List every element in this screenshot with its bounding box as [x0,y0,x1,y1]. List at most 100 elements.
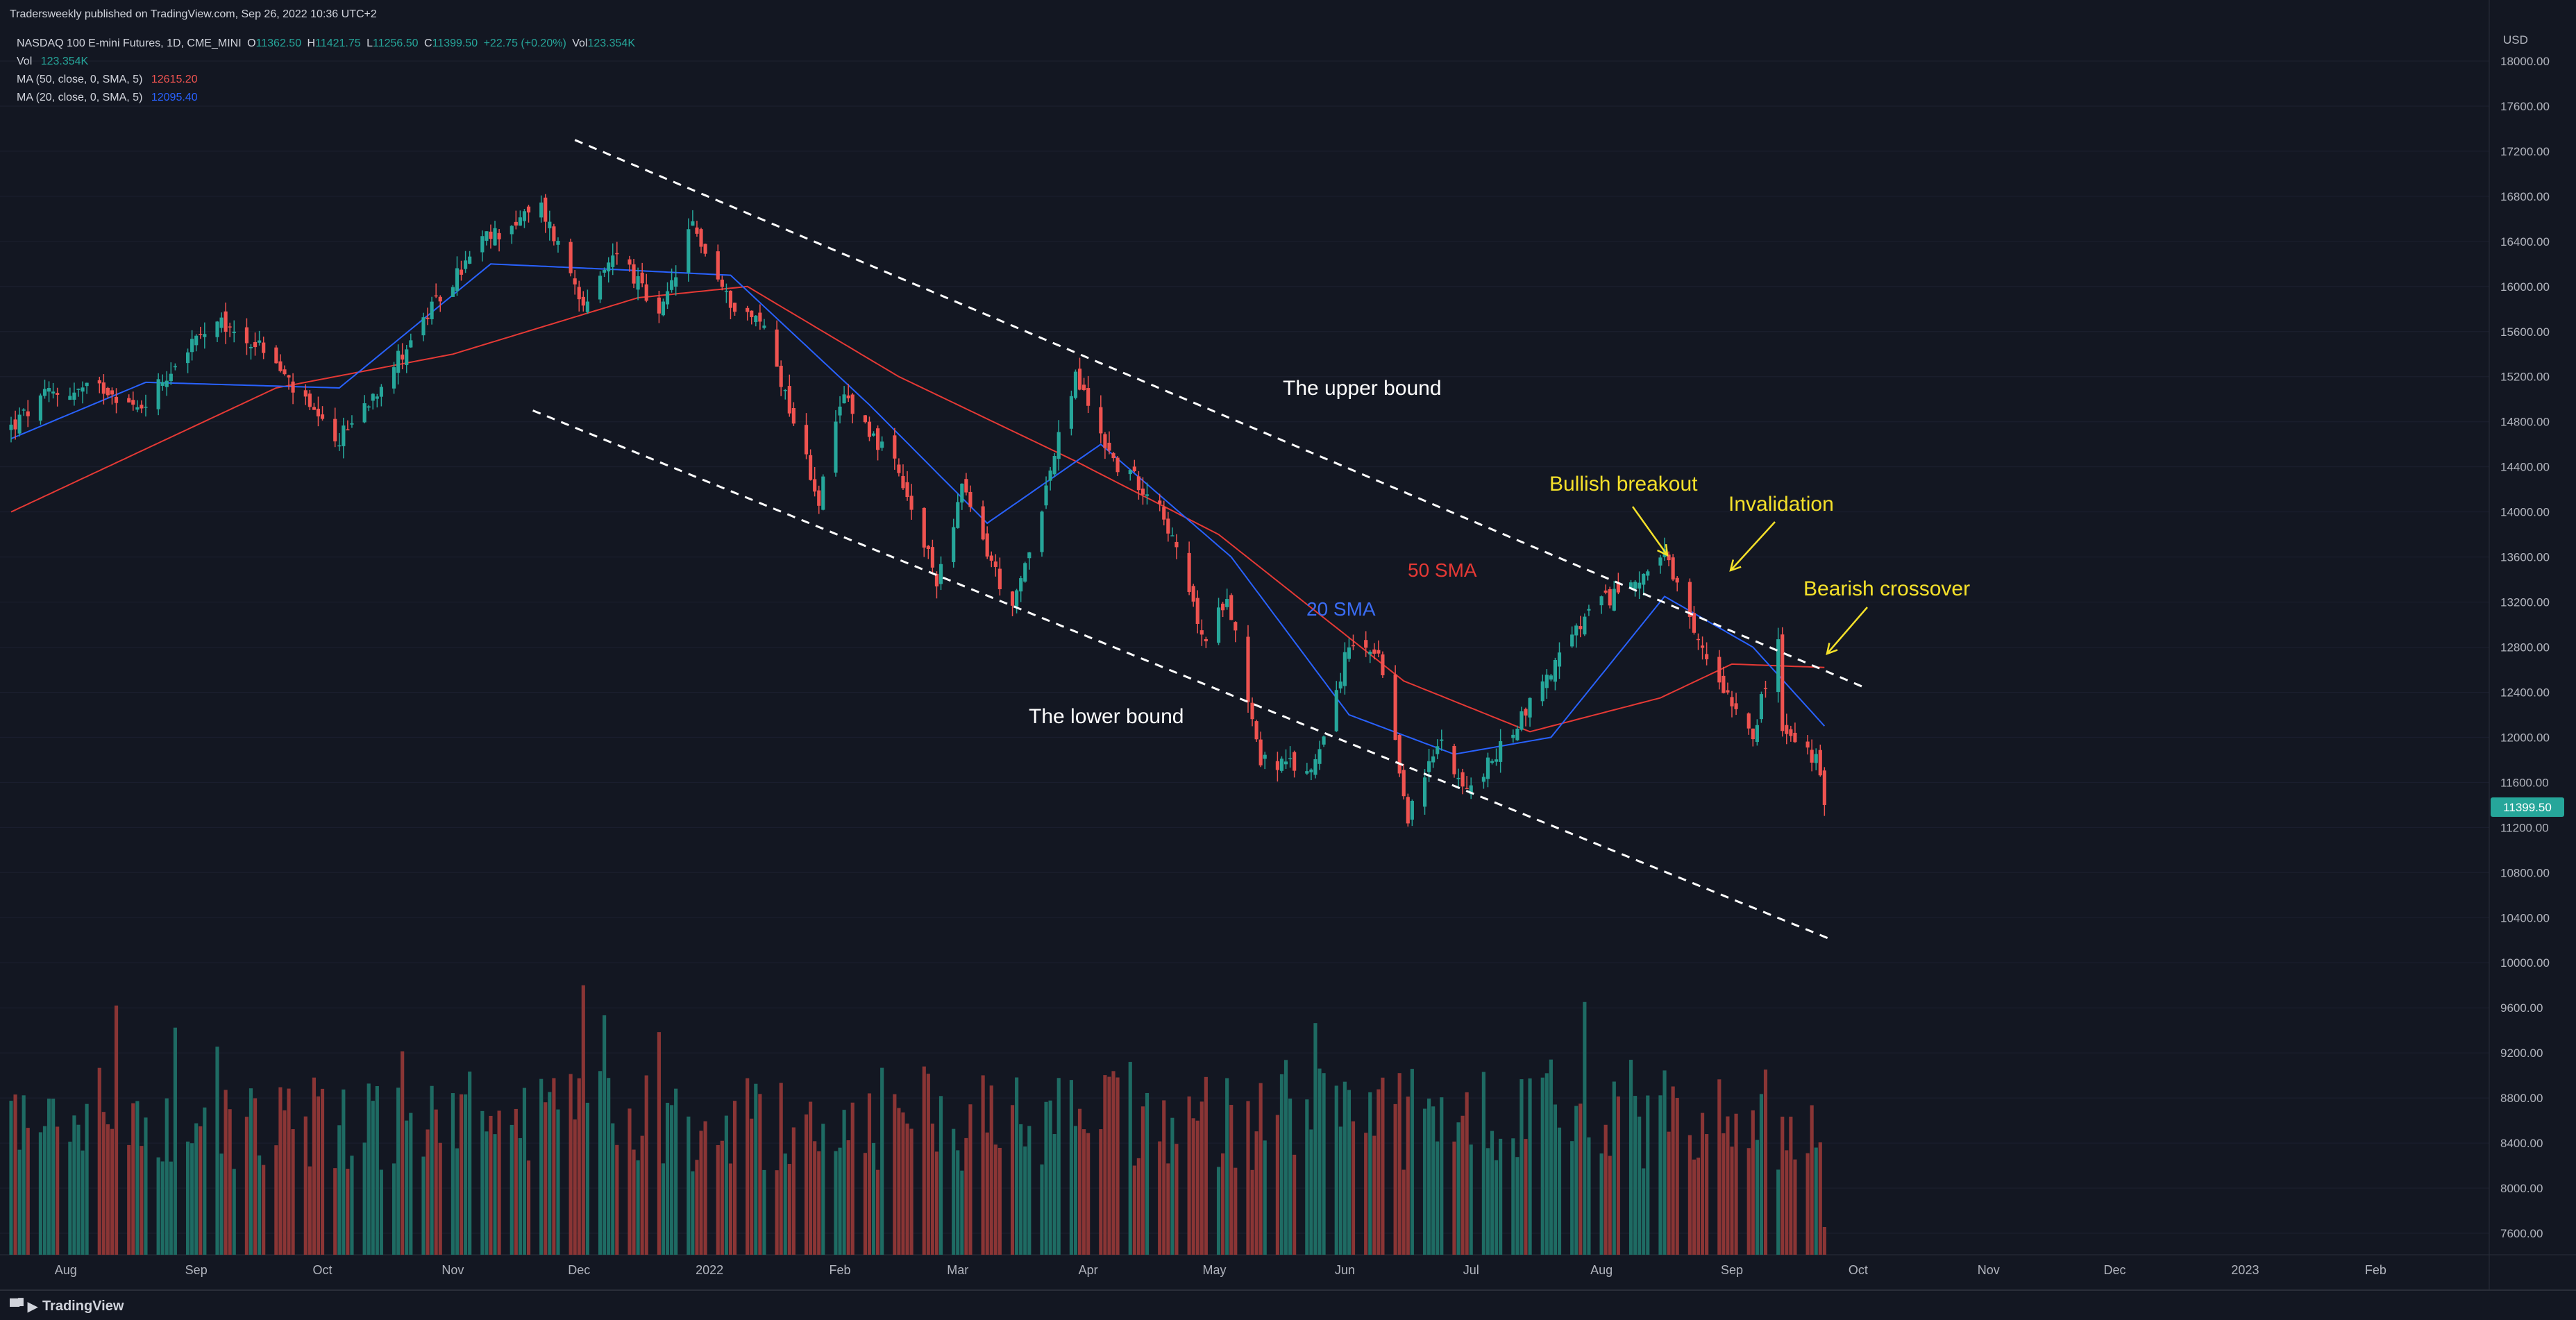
volume-bar [1734,1113,1738,1255]
volume-bar [762,1169,766,1255]
volume-bar [493,1134,497,1255]
volume-bar [1057,1078,1061,1255]
volume-bar [274,1145,278,1255]
volume-bar [375,1085,379,1255]
candle-body [1587,609,1591,611]
volume-bar [1082,1129,1086,1255]
candle-body [405,349,409,366]
candle-body [1705,654,1709,659]
volume-bar [1579,1103,1583,1255]
trendlines[interactable] [532,139,1863,942]
volume-bar [514,1108,518,1255]
volume-bar [1145,1092,1150,1255]
candle-body [1140,488,1145,495]
volume-bar [728,1163,733,1255]
time-tick-label: Sep [185,1263,208,1277]
candle-body [1052,456,1057,475]
volume-bar [337,1125,342,1255]
candle-body [615,253,619,255]
volume-bar [1776,1169,1781,1255]
candle-body [278,361,283,371]
candle-body [968,491,973,507]
price-tick-label: 17600.00 [2500,100,2550,113]
price-axis[interactable]: USD 18000.00 17600.00 17200.00 16800.00 1640… [2491,33,2564,1240]
time-axis[interactable]: Aug Sep Oct Nov Dec 2022 Feb Mar Apr May Jun Jul Aug… [55,1263,2386,1277]
candle-body [337,445,342,447]
candle-body [51,391,56,394]
volume-bar [308,1166,312,1255]
volume-bar [1099,1129,1103,1255]
ma20-label: MA (20, close, 0, SMA, 5) [17,92,143,103]
legend-ma50-row[interactable]: MA (50, close, 0, SMA, 5) 12615.20 [17,71,635,89]
volume-bar [497,1110,501,1255]
candle-body [1381,654,1385,675]
volume-bars [9,985,1826,1255]
candle-body [871,433,876,436]
volume-bar [926,1074,930,1255]
volume-bar [42,1126,47,1255]
legend: NASDAQ 100 E-mini Futures, 1D, CME_MINI … [17,35,635,107]
legend-volume-row[interactable]: Vol 123.354K [17,53,635,71]
candle-body [451,287,455,297]
price-tick-label: 15600.00 [2500,325,2550,339]
candle-body [573,278,577,285]
volume-bar [169,1161,173,1255]
volume-bar [569,1074,573,1255]
candle-body [426,317,430,319]
volume-bar [278,1087,283,1255]
candle-body [1136,476,1140,491]
volume-bar [17,1149,22,1255]
volume-bar [232,1169,236,1255]
volume-bar [1687,1135,1692,1255]
candle-body [127,398,131,403]
volume-bar [510,1124,514,1255]
tradingview-logo[interactable]: ▀▘▶ TradingView [10,1298,124,1315]
candle-body [1082,384,1086,390]
legend-symbol-row: NASDAQ 100 E-mini Futures, 1D, CME_MINI … [17,35,635,53]
candle-body [346,429,350,431]
open-key: O [247,37,256,49]
candle-body [1023,563,1027,582]
candle-body [926,545,930,549]
volume-bar [1103,1075,1107,1255]
candle-body [497,232,501,239]
volume-bar [1427,1098,1431,1255]
volume-bar [573,1119,577,1255]
volume-bar [1309,1129,1313,1255]
volume-bar [791,1127,795,1255]
candle-body [876,428,880,450]
volume-bar [1199,1101,1204,1255]
candle-body [1322,736,1326,745]
candle-body [791,407,795,424]
volume-bar [640,1135,644,1255]
volume-bar [85,1103,89,1255]
volume-bar [603,1015,607,1255]
candle-body [526,206,531,213]
candle-body [1633,582,1638,589]
volume-bar [758,1094,762,1255]
candle-body [1258,739,1263,765]
volume-bar [22,1095,26,1255]
volume-bar [960,1170,964,1255]
candle-body [199,334,203,335]
volume-bar [611,1123,615,1255]
volume-bar [1781,1117,1785,1255]
candle-body [173,366,177,368]
legend-ma20-row[interactable]: MA (20, close, 0, SMA, 5) 12095.40 [17,89,635,107]
candle-body [421,317,426,336]
candle-body [1027,552,1032,559]
candle-body [1422,777,1427,807]
volume-bar [813,1141,817,1255]
volume-bar [1128,1062,1132,1255]
candle-body [1107,442,1111,451]
ma20-line [10,263,1826,755]
candle-body [552,226,556,242]
candle-body [185,352,190,364]
volume-bar [1810,1105,1814,1255]
candle-body [1759,694,1764,720]
price-tick-label: 11600.00 [2500,776,2549,789]
symbol-name[interactable]: NASDAQ 100 E-mini Futures, 1D, CME_MINI [17,37,242,49]
bearish-crossover-arrow-head [1826,643,1838,655]
candle-body [1234,622,1238,631]
